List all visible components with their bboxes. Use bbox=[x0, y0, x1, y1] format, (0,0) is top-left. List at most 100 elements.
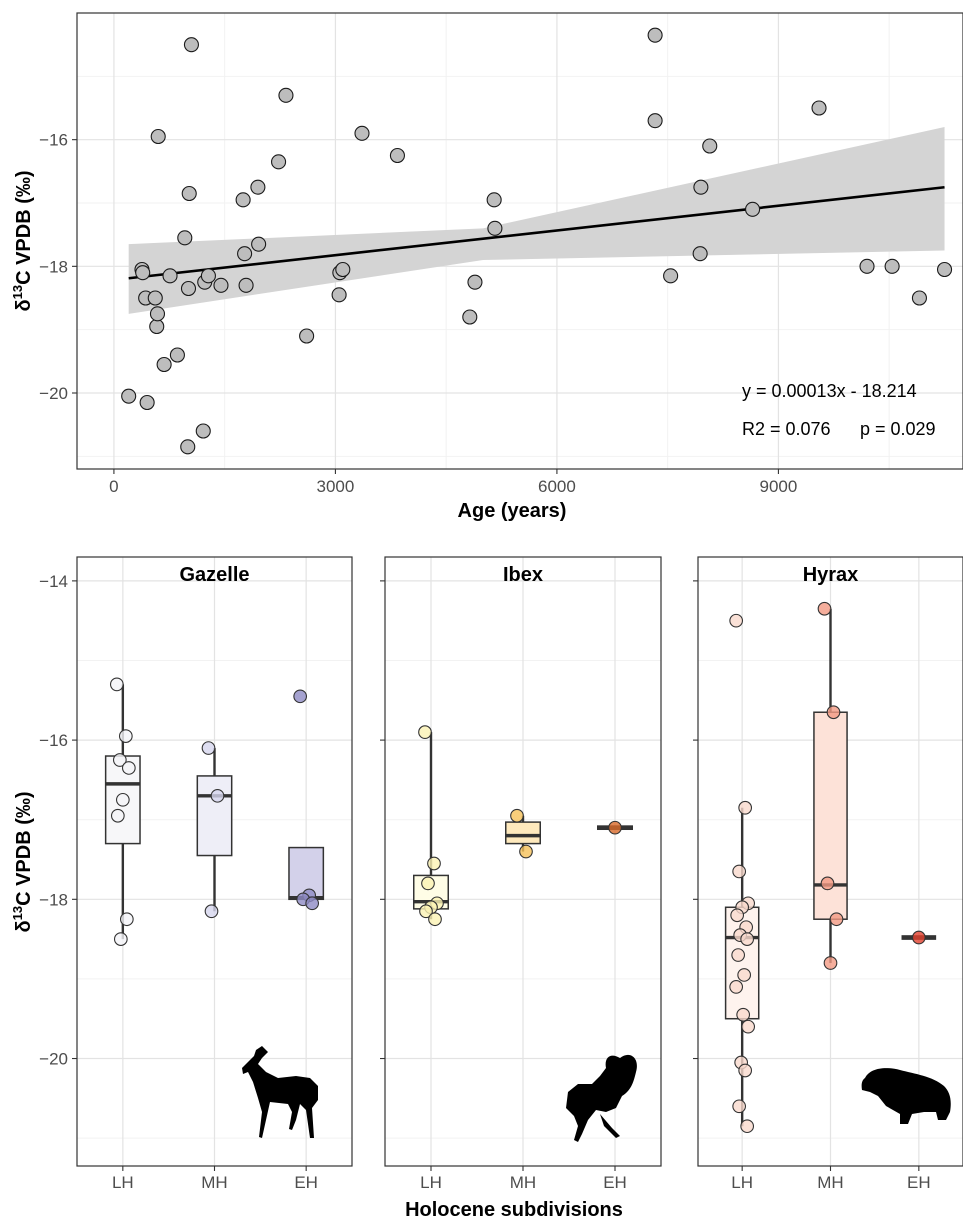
regression-r2: R2 = 0.076 bbox=[742, 419, 831, 439]
scatter-point bbox=[335, 261, 351, 278]
box-y-axis-ticks: −20 −18 −16 −14 bbox=[39, 572, 68, 1069]
scatter-point bbox=[331, 287, 347, 303]
scatter-point bbox=[462, 309, 478, 325]
y-tick-label: −18 bbox=[39, 257, 68, 276]
box-data-point bbox=[826, 705, 841, 720]
box-data-point bbox=[418, 725, 432, 739]
facet-panels: Gazelle LH MH EH Ibex LH MH EH Hyrax LH MH EH bbox=[72, 556, 963, 1192]
scatter-point bbox=[213, 277, 229, 293]
scatter-point bbox=[183, 37, 199, 53]
box-data-point bbox=[112, 753, 127, 767]
regression-line-path bbox=[128, 185, 945, 280]
scatter-point bbox=[467, 274, 483, 290]
box-data-point bbox=[737, 968, 752, 982]
scatter-point bbox=[271, 154, 287, 170]
scatter-point bbox=[121, 388, 137, 404]
y-tick-label: −18 bbox=[39, 890, 68, 909]
x-tick-label: EH bbox=[907, 1173, 931, 1192]
box-data-point bbox=[421, 876, 435, 891]
scatter-point bbox=[647, 113, 663, 129]
box-data-point bbox=[736, 1007, 751, 1022]
scatter-point bbox=[859, 258, 875, 274]
scatter-point bbox=[884, 258, 900, 274]
box-data-point bbox=[428, 912, 442, 927]
box-data-point bbox=[110, 808, 125, 823]
y-tick-label: −20 bbox=[39, 1050, 68, 1069]
box-data-point bbox=[740, 932, 755, 946]
box-data-point bbox=[427, 856, 441, 871]
facet-strip-label: Hyrax bbox=[803, 564, 859, 586]
scatter-point bbox=[278, 87, 294, 103]
scatter-point bbox=[702, 138, 718, 154]
scatter-point bbox=[389, 147, 405, 164]
regression-p-value: p = 0.029 bbox=[860, 419, 936, 439]
box-data-point bbox=[109, 677, 124, 692]
scatter-point bbox=[663, 268, 679, 284]
scatter-point bbox=[692, 246, 708, 262]
scatter-point bbox=[149, 306, 166, 322]
scatter-point bbox=[195, 423, 211, 439]
facet-strip-label: Gazelle bbox=[179, 564, 249, 586]
box-body bbox=[196, 775, 233, 857]
box-data-point bbox=[210, 788, 225, 803]
regression-equation: y = 0.00013x - 18.214 bbox=[742, 381, 917, 401]
box-data-point bbox=[738, 1063, 753, 1078]
scatter-point bbox=[487, 220, 503, 236]
scatter-point bbox=[147, 290, 163, 306]
regression-line bbox=[128, 185, 945, 280]
box-data-point bbox=[729, 980, 744, 994]
gazelle-silhouette-icon bbox=[242, 1046, 318, 1138]
x-tick-label: LH bbox=[731, 1173, 753, 1192]
scatter-point bbox=[251, 236, 267, 252]
confidence-band-area bbox=[128, 127, 945, 314]
box-data-point bbox=[911, 930, 926, 945]
box-data-point bbox=[510, 808, 524, 823]
facet-gazelle: Gazelle LH MH EH bbox=[72, 556, 353, 1192]
box-data-point bbox=[823, 956, 838, 970]
scatter-point bbox=[745, 201, 761, 217]
scatter-point bbox=[235, 192, 251, 208]
box-data-point bbox=[419, 904, 433, 919]
scatter-point bbox=[299, 328, 315, 344]
scatter-point bbox=[149, 318, 165, 335]
x-axis-title: Age (years) bbox=[458, 500, 567, 522]
box-data-point bbox=[729, 613, 744, 628]
scatter-point bbox=[139, 394, 155, 411]
x-tick-label: 6000 bbox=[538, 477, 576, 496]
box-data-point bbox=[740, 1119, 755, 1134]
scatter-point bbox=[169, 347, 185, 363]
y-axis-title: δ13C VPDB (‰) bbox=[10, 170, 35, 311]
scatter-point bbox=[180, 439, 196, 455]
scatter-point bbox=[156, 356, 172, 373]
x-axis-ticks: 0 3000 6000 9000 bbox=[109, 469, 797, 496]
box-data-point bbox=[305, 896, 320, 911]
box-data-point bbox=[201, 741, 216, 755]
box-data-point bbox=[732, 1099, 747, 1114]
scatter-point bbox=[162, 268, 178, 284]
scatter-point bbox=[486, 192, 502, 208]
scatter-point bbox=[200, 268, 216, 284]
box-y-axis-title: δ13C VPDB (‰) bbox=[10, 791, 35, 932]
y-tick-label: −16 bbox=[39, 131, 68, 150]
y-tick-label: −20 bbox=[39, 384, 68, 403]
y-axis-ticks: −20 −18 −16 bbox=[39, 131, 77, 403]
scatter-point bbox=[181, 185, 197, 202]
scatter-point bbox=[150, 128, 166, 145]
scatter-point bbox=[237, 246, 253, 262]
x-tick-label: 3000 bbox=[317, 477, 355, 496]
hyrax-silhouette-icon bbox=[861, 1068, 951, 1124]
box-data-point bbox=[113, 932, 128, 946]
box-body bbox=[505, 821, 541, 845]
scatter-point bbox=[250, 179, 266, 195]
box-ibex-mh bbox=[505, 815, 541, 852]
scatter-point bbox=[177, 230, 193, 246]
scatter-point bbox=[811, 100, 827, 116]
box-data-point bbox=[730, 908, 745, 923]
box-data-point bbox=[738, 800, 753, 815]
facet-hyrax: Hyrax LH MH EH bbox=[693, 556, 963, 1192]
y-tick-label: −14 bbox=[39, 572, 68, 591]
scatter-point bbox=[936, 261, 953, 278]
box-data-point bbox=[118, 729, 133, 743]
scatter-point bbox=[911, 290, 927, 306]
